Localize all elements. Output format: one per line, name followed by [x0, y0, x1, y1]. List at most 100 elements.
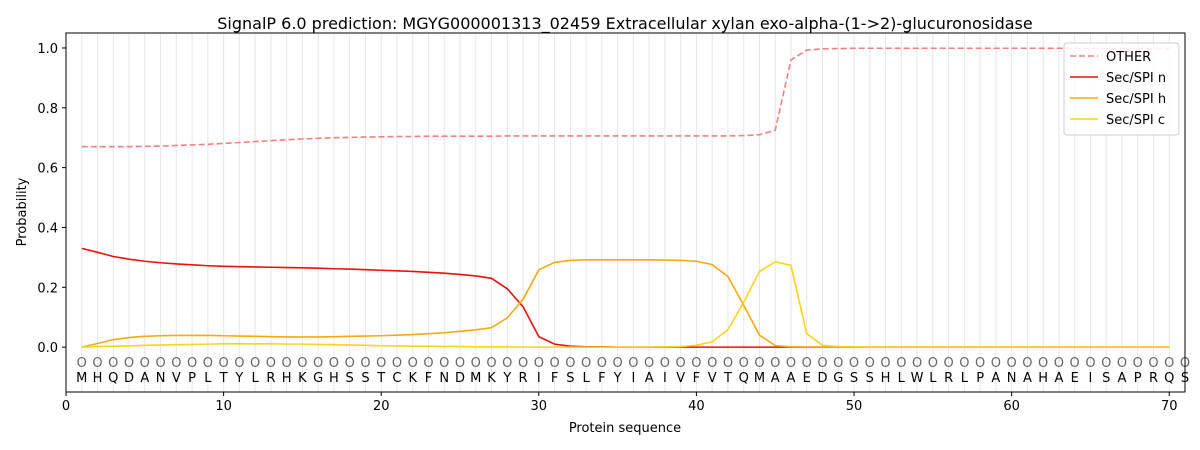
series-lines [81, 47, 1170, 348]
residue-letter: I [537, 371, 541, 386]
residue-letter: H [1038, 371, 1048, 386]
residue-marker: O [77, 356, 87, 371]
residue-letter: A [771, 371, 780, 386]
residue-marker: O [959, 356, 969, 371]
residue-letter: I [631, 371, 635, 386]
residue-letter: V [708, 371, 717, 386]
x-tick-label: 0 [62, 399, 70, 414]
residue-letter: S [866, 371, 874, 386]
residue-letter: Q [1164, 371, 1174, 386]
residue-marker: O [975, 356, 985, 371]
residue-letter: R [519, 371, 528, 386]
residue-marker: O [723, 356, 733, 371]
series-line-sec-spi-c [81, 261, 1170, 348]
residue-letter: A [1023, 371, 1032, 386]
residue-letter: E [1071, 371, 1079, 386]
residue-marker: O [896, 356, 906, 371]
residue-letter: M [470, 371, 481, 386]
residue-marker: O [1164, 356, 1174, 371]
residue-letter: S [566, 371, 574, 386]
residue-marker: O [423, 356, 433, 371]
x-tick-label: 10 [215, 399, 232, 414]
residue-letter: L [961, 371, 969, 386]
residue-marker: O [581, 356, 591, 371]
y-tick-label: 0.6 [37, 162, 58, 177]
x-tick-label: 60 [1003, 399, 1020, 414]
residue-letter: D [455, 371, 465, 386]
residue-letter: S [850, 371, 858, 386]
residue-letter: P [188, 371, 196, 386]
y-tick-label: 0.4 [37, 221, 58, 236]
residue-letter: F [693, 371, 700, 386]
legend-label: Sec/SPI n [1106, 71, 1166, 86]
residue-letter: V [676, 371, 685, 386]
residue-marker: O [455, 356, 465, 371]
residue-marker: O [486, 356, 496, 371]
series-line-sec-spi-h [81, 258, 1170, 348]
residue-marker: O [1022, 356, 1032, 371]
y-tick-label: 0.2 [37, 281, 58, 296]
residue-letter: L [929, 371, 937, 386]
legend: OTHER Sec/SPI n Sec/SPI h Sec/SPI c [1063, 42, 1180, 136]
residue-marker: O [786, 356, 796, 371]
residue-letter: F [598, 371, 605, 386]
residue-letter: A [1118, 371, 1127, 386]
residue-marker: O [1117, 356, 1127, 371]
residue-marker: O [802, 356, 812, 371]
residue-letter: I [663, 371, 667, 386]
residue-marker: O [1133, 356, 1143, 371]
residue-letter: N [1007, 371, 1017, 386]
residue-marker: O [943, 356, 953, 371]
residue-marker: O [880, 356, 890, 371]
residue-marker: O [833, 356, 843, 371]
residue-letter: K [487, 371, 496, 386]
residue-marker: O [1085, 356, 1095, 371]
residue-letter: V [172, 371, 181, 386]
residue-marker: O [1148, 356, 1158, 371]
x-tick-label: 30 [531, 399, 548, 414]
y-tick-label: 0.8 [37, 102, 58, 117]
residue-marker: O [991, 356, 1001, 371]
residue-marker: O [549, 356, 559, 371]
residue-marker: O [644, 356, 654, 371]
residue-letter: L [898, 371, 906, 386]
residue-letter: K [298, 371, 307, 386]
residue-marker: O [660, 356, 670, 371]
legend-box [1063, 42, 1180, 136]
residue-letter: H [881, 371, 891, 386]
x-tick-label: 20 [373, 399, 390, 414]
residue-marker: O [707, 356, 717, 371]
y-tick-label: 0.0 [37, 341, 58, 356]
residue-marker: O [187, 356, 197, 371]
residue-letter: Y [613, 371, 622, 386]
sequence-track: OMOHOQODOAONOVOPOLOTOYOLOROHOKOGOHOSOSOT… [76, 356, 1190, 386]
residue-marker: O [1054, 356, 1064, 371]
residue-marker: O [360, 356, 370, 371]
residue-marker: O [439, 356, 449, 371]
residue-letter: L [252, 371, 260, 386]
residue-marker: O [124, 356, 134, 371]
legend-label: Sec/SPI h [1106, 92, 1166, 107]
residue-letter: L [204, 371, 212, 386]
grid-lines [81, 33, 1186, 392]
legend-label: OTHER [1106, 50, 1151, 65]
residue-letter: H [93, 371, 103, 386]
residue-letter: G [833, 371, 843, 386]
residue-letter: D [124, 371, 134, 386]
residue-letter: Y [502, 371, 511, 386]
residue-letter: R [1149, 371, 1158, 386]
residue-letter: T [723, 371, 732, 386]
residue-marker: O [865, 356, 875, 371]
residue-letter: Q [739, 371, 749, 386]
residue-letter: A [140, 371, 149, 386]
x-tick-label: 40 [688, 399, 705, 414]
axes: 0 10 20 30 40 50 60 70 0.0 0.2 0.4 0.6 0.8 1.0 [37, 42, 1177, 414]
residue-letter: T [376, 371, 385, 386]
residue-letter: S [346, 371, 354, 386]
residue-marker: O [770, 356, 780, 371]
residue-letter: K [408, 371, 417, 386]
residue-letter: A [787, 371, 796, 386]
x-axis-label: Protein sequence [569, 421, 681, 436]
residue-letter: H [282, 371, 292, 386]
residue-letter: S [1102, 371, 1110, 386]
